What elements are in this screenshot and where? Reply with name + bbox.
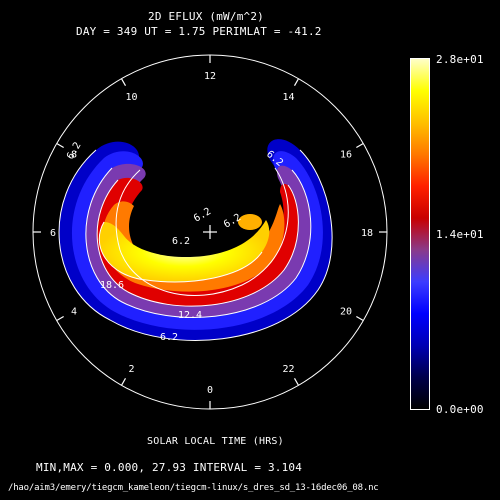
hour-label: 12	[204, 71, 216, 82]
contour-label: 6.2	[172, 236, 190, 247]
hour-tick	[293, 378, 300, 386]
colorbar-mid-label: 1.4e+01	[436, 228, 484, 241]
hour-label: 22	[282, 364, 294, 375]
contour-line	[58, 149, 333, 341]
footer-path: /hao/aim3/emery/tiegcm_kameleon/tiegcm-l…	[8, 483, 379, 493]
hour-label: 18	[361, 228, 373, 239]
hour-tick	[293, 78, 300, 86]
colorbar-max-label: 2.8e+01	[436, 53, 484, 66]
colorbar-min-label: 0.0e+00	[436, 403, 484, 416]
contour-label: 12.4	[178, 310, 202, 321]
contour-line	[115, 167, 289, 297]
contour-label: 18.6	[100, 280, 124, 291]
pole-marker	[203, 225, 217, 239]
hour-ticks	[33, 55, 387, 409]
hour-label: 2	[128, 364, 134, 375]
hour-label: 6	[50, 228, 56, 239]
oval-blob-right	[238, 214, 262, 230]
hour-tick	[120, 78, 127, 86]
hour-tick	[120, 378, 127, 386]
hour-label: 16	[340, 150, 352, 161]
chart-title: 2D EFLUX (mW/m^2)	[148, 10, 264, 23]
stats-line: MIN,MAX = 0.000, 27.93 INTERVAL = 3.104	[36, 461, 303, 474]
contour-label: 6.2	[160, 332, 178, 343]
hour-label: 10	[125, 92, 137, 103]
x-axis-label: SOLAR LOCAL TIME (HRS)	[147, 436, 284, 447]
hour-label: 20	[340, 307, 352, 318]
chart-subtitle: DAY = 349 UT = 1.75 PERIMLAT = -41.2	[76, 25, 322, 38]
hour-label: 14	[282, 92, 294, 103]
hour-tick	[56, 315, 64, 322]
contour-line	[85, 167, 312, 318]
contour-line	[98, 221, 263, 283]
hour-tick	[56, 142, 64, 149]
hour-labels: 0 2 4 6 8 10 12 14 16 18 20 22	[50, 71, 373, 396]
hour-tick	[356, 315, 364, 322]
oval-band-yellow	[99, 220, 270, 282]
contour-lines	[58, 149, 333, 341]
colorbar	[410, 58, 430, 410]
hour-label: 0	[207, 385, 213, 396]
hour-tick	[356, 142, 364, 149]
hour-label: 8	[71, 150, 77, 161]
hour-label: 4	[71, 307, 77, 318]
contour-line	[96, 179, 299, 307]
